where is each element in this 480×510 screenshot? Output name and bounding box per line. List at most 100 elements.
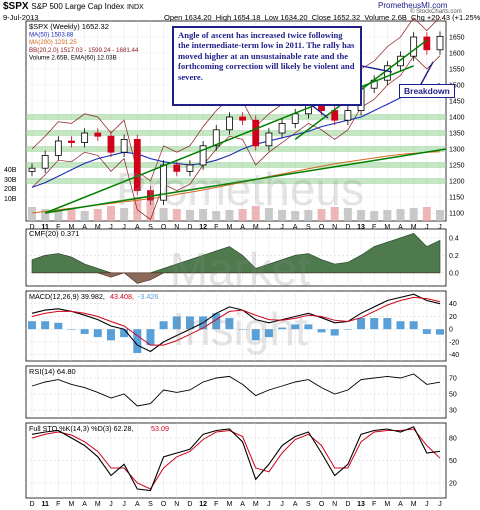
price-legend-2: MA(200) 1291.25 bbox=[29, 39, 77, 46]
macd-tick-2: 0 bbox=[449, 327, 453, 334]
bottom-x-label-18: J bbox=[267, 501, 271, 508]
bottom-x-label-30: J bbox=[425, 501, 429, 508]
candle-body-16 bbox=[239, 116, 246, 121]
volume-bar-31 bbox=[436, 210, 444, 221]
bottom-x-label-24: D bbox=[345, 501, 350, 508]
bottom-x-label-31: J bbox=[438, 501, 442, 508]
bottom-x-label-0: D bbox=[29, 501, 34, 508]
cmf-tick-1: 0.2 bbox=[449, 253, 459, 260]
macd-panel: 40 20 0 -20 -40 MACD(12,26,9) 39.982, 43.408, -… bbox=[25, 290, 459, 362]
volume-bar-7 bbox=[120, 208, 129, 221]
macd-hist-bar-7 bbox=[120, 329, 129, 338]
x-label-2: F bbox=[56, 224, 60, 231]
candle-body-11 bbox=[173, 164, 181, 172]
site-link[interactable]: PrometheusMI.com bbox=[378, 1, 448, 10]
watermark-line3: Insight bbox=[172, 303, 308, 355]
macd-frame bbox=[25, 290, 447, 362]
bottom-x-label-15: M bbox=[226, 501, 232, 508]
macd-hist-bar-21 bbox=[304, 324, 313, 330]
price-y-tick-4: 1450 bbox=[449, 99, 465, 106]
bottom-x-label-11: N bbox=[174, 501, 179, 508]
volume-bar-22 bbox=[317, 209, 326, 221]
cmf-tick-2: 0.0 bbox=[449, 270, 459, 277]
rsi-line bbox=[31, 373, 441, 407]
volume-bar-24 bbox=[343, 208, 352, 221]
price-y-tick-5: 1400 bbox=[449, 115, 465, 122]
chart-date: 9-Jul-2013 bbox=[3, 13, 39, 22]
x-label-11: N bbox=[174, 224, 179, 231]
volume-bar-2 bbox=[54, 210, 63, 221]
volume-bar-0 bbox=[28, 207, 36, 221]
macd-signal-line bbox=[31, 296, 441, 346]
candle-body-4 bbox=[81, 132, 89, 143]
candle-body-23 bbox=[331, 110, 339, 121]
volume-bar-15 bbox=[225, 210, 234, 221]
volume-bar-6 bbox=[106, 206, 115, 221]
bottom-x-label-19: J bbox=[280, 501, 284, 508]
sto-d-line bbox=[31, 428, 441, 490]
macd-hist-bar-28 bbox=[396, 321, 405, 330]
x-label-18: J bbox=[267, 224, 271, 231]
candle-body-30 bbox=[423, 36, 431, 51]
candle-body-29 bbox=[410, 36, 418, 57]
volume-bar-20 bbox=[291, 211, 300, 221]
macd-hist-bar-1 bbox=[41, 321, 50, 330]
watermark-line1: Prometheus bbox=[116, 163, 364, 215]
bottom-x-label-10: O bbox=[161, 501, 167, 508]
rsi-tick-0: 70 bbox=[449, 376, 457, 383]
macd-hist-bar-3 bbox=[67, 329, 76, 330]
sto-panel: 80 50 20 Full STO %K(14,3) %D(3) 62.28, 53.0… bbox=[25, 422, 457, 508]
bottom-x-label-23: N bbox=[332, 501, 337, 508]
volume-bar-10 bbox=[159, 208, 168, 221]
chart-title: $SPX S&P 500 Large Cap Index INDX bbox=[3, 1, 144, 12]
vol-tick-0: 40B bbox=[4, 167, 17, 174]
x-label-29: M bbox=[411, 224, 417, 231]
bottom-x-label-29: M bbox=[411, 501, 417, 508]
cmf-positive-area bbox=[31, 233, 441, 274]
macd-tick-4: -40 bbox=[449, 352, 459, 359]
price-legend-3: BB(20,2.0) 1517.03 - 1599.24 - 1681.44 bbox=[29, 47, 139, 54]
macd-signal-label: 43.408, bbox=[110, 292, 134, 301]
volume-bar-27 bbox=[383, 210, 392, 221]
exchange: INDX bbox=[126, 4, 144, 11]
bottom-x-label-4: A bbox=[82, 501, 87, 508]
x-label-22: O bbox=[319, 224, 325, 231]
price-y-tick-2: 1550 bbox=[449, 67, 465, 74]
annotation-box: Angle of ascent has increased twice foll… bbox=[172, 26, 362, 106]
price-y-tick-10: 1150 bbox=[449, 195, 464, 202]
annotation-arrow-2 bbox=[361, 65, 393, 73]
volume-bar-18 bbox=[264, 208, 273, 221]
x-label-12: D bbox=[187, 224, 192, 231]
macd-tick-1: 20 bbox=[449, 314, 457, 321]
candle-body-6 bbox=[107, 135, 115, 153]
bottom-x-label-13: 12 bbox=[199, 501, 207, 508]
bottom-x-label-25: 13 bbox=[357, 501, 365, 508]
candle-body-13 bbox=[199, 145, 207, 166]
macd-tick-3: -20 bbox=[449, 339, 459, 346]
macd-hist-bar-31 bbox=[436, 329, 444, 335]
vol-tick-1: 30B bbox=[4, 177, 17, 184]
bottom-x-label-7: J bbox=[122, 501, 126, 508]
macd-hist-bar-25 bbox=[357, 318, 366, 330]
bottom-x-label-26: F bbox=[372, 501, 376, 508]
sto-d-label: 53.09 bbox=[151, 424, 169, 433]
bottom-x-label-9: S bbox=[148, 501, 153, 508]
macd-hist-bar-5 bbox=[93, 329, 102, 338]
candle-body-24 bbox=[344, 110, 352, 121]
macd-hist-bar-23 bbox=[330, 329, 339, 336]
volume-bar-23 bbox=[330, 207, 339, 221]
annotation-text: Angle of ascent has increased twice foll… bbox=[178, 30, 355, 82]
cmf-panel: 0.4 0.2 0.0 CMF(20) 0.371 bbox=[25, 228, 459, 287]
breakdown-callout: Breakdown bbox=[399, 84, 455, 98]
bottom-x-label-20: A bbox=[293, 501, 298, 508]
sto-label: Full STO %K(14,3) %D(3) 62.28, bbox=[29, 424, 134, 433]
volume-bar-17 bbox=[251, 206, 260, 221]
macd-line bbox=[31, 293, 441, 353]
x-label-23: N bbox=[332, 224, 337, 231]
price-legend-1: MA(50) 1503.88 bbox=[29, 32, 74, 39]
rsi-tick-2: 30 bbox=[449, 408, 457, 415]
x-label-25: 13 bbox=[357, 224, 365, 231]
bottom-x-label-14: F bbox=[214, 501, 218, 508]
macd-hist-bar-12 bbox=[185, 316, 194, 330]
